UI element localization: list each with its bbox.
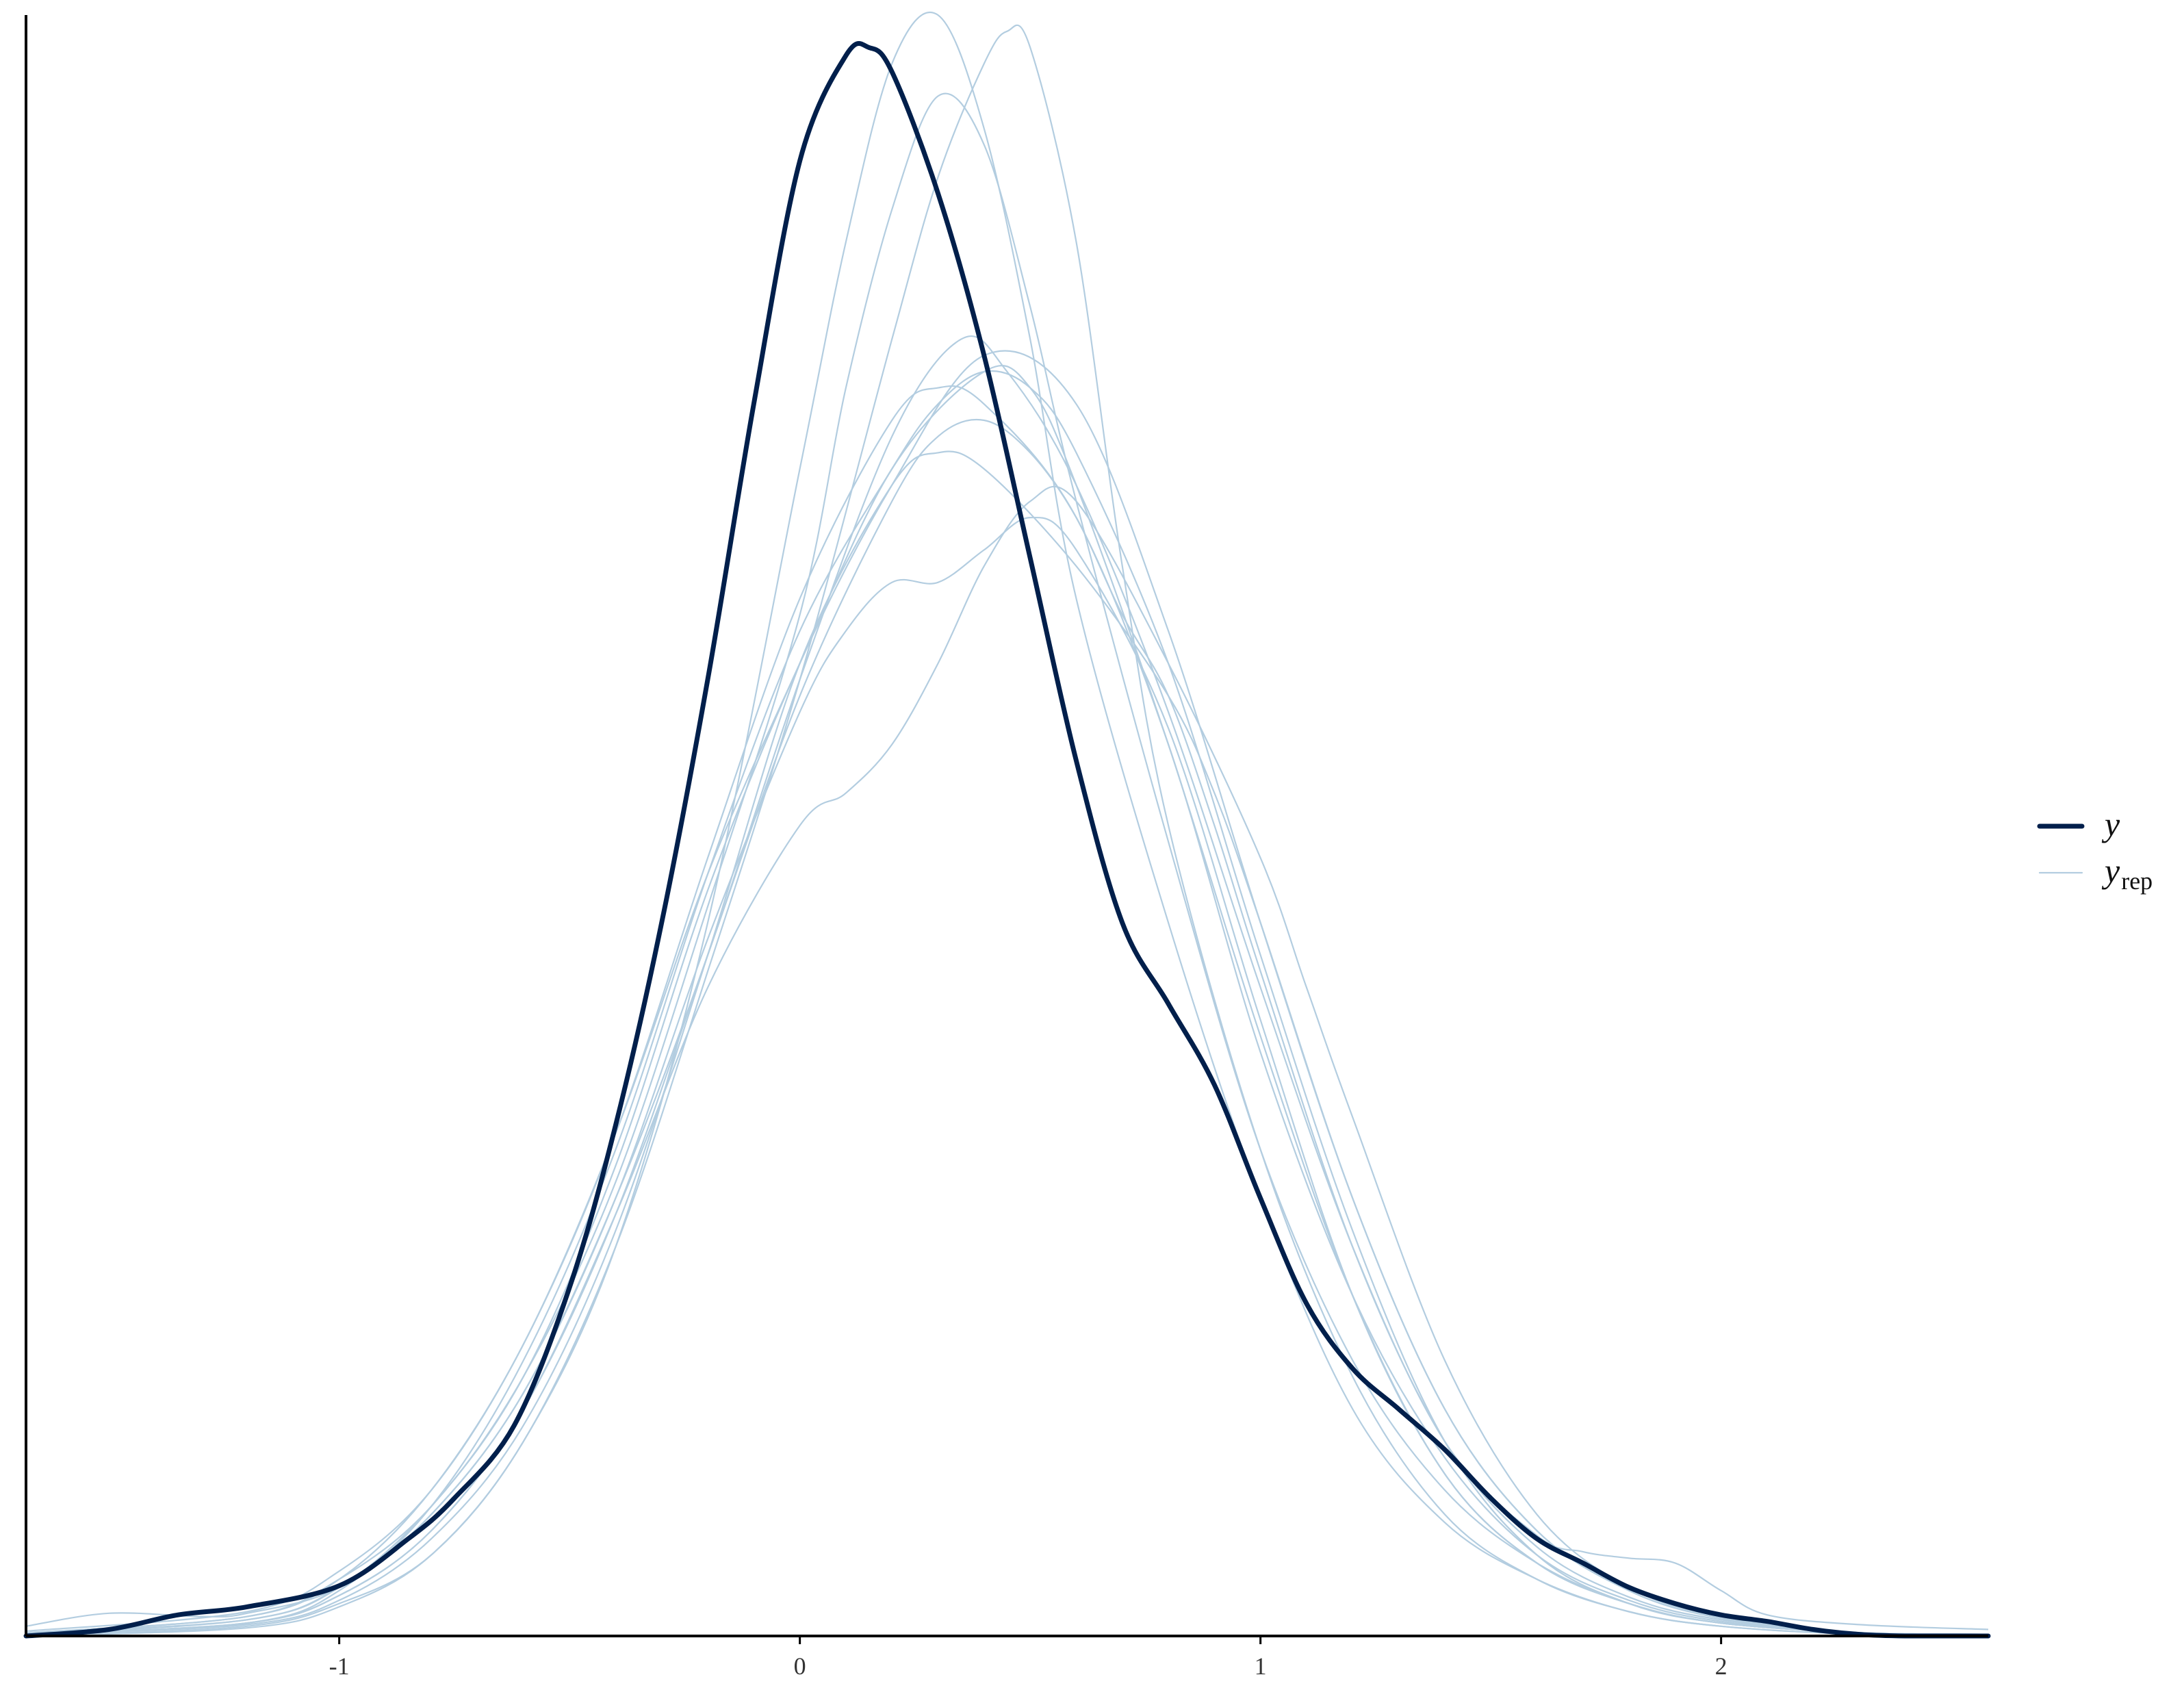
yrep-density-line-11	[25, 370, 1989, 1635]
legend-label-yrep: yrep	[2101, 852, 2153, 895]
x-tick-label: 2	[1715, 1652, 1727, 1680]
x-tick-label: 1	[1255, 1652, 1267, 1680]
x-axis-ticks: -1 0 1 2	[329, 1636, 1727, 1680]
yrep-density-line-10	[25, 335, 1989, 1631]
yrep-density-line-2	[25, 24, 1989, 1637]
yrep-density-line-12	[25, 350, 1989, 1635]
series-layer	[23, 11, 1991, 1639]
legend-subscript-yrep: rep	[2121, 867, 2153, 895]
y-density-line	[23, 41, 1991, 1639]
x-tick-label: -1	[329, 1652, 350, 1680]
legend: y yrep	[2037, 805, 2153, 895]
legend-label-y: y	[2101, 805, 2120, 843]
x-tick-label: 0	[794, 1652, 806, 1680]
